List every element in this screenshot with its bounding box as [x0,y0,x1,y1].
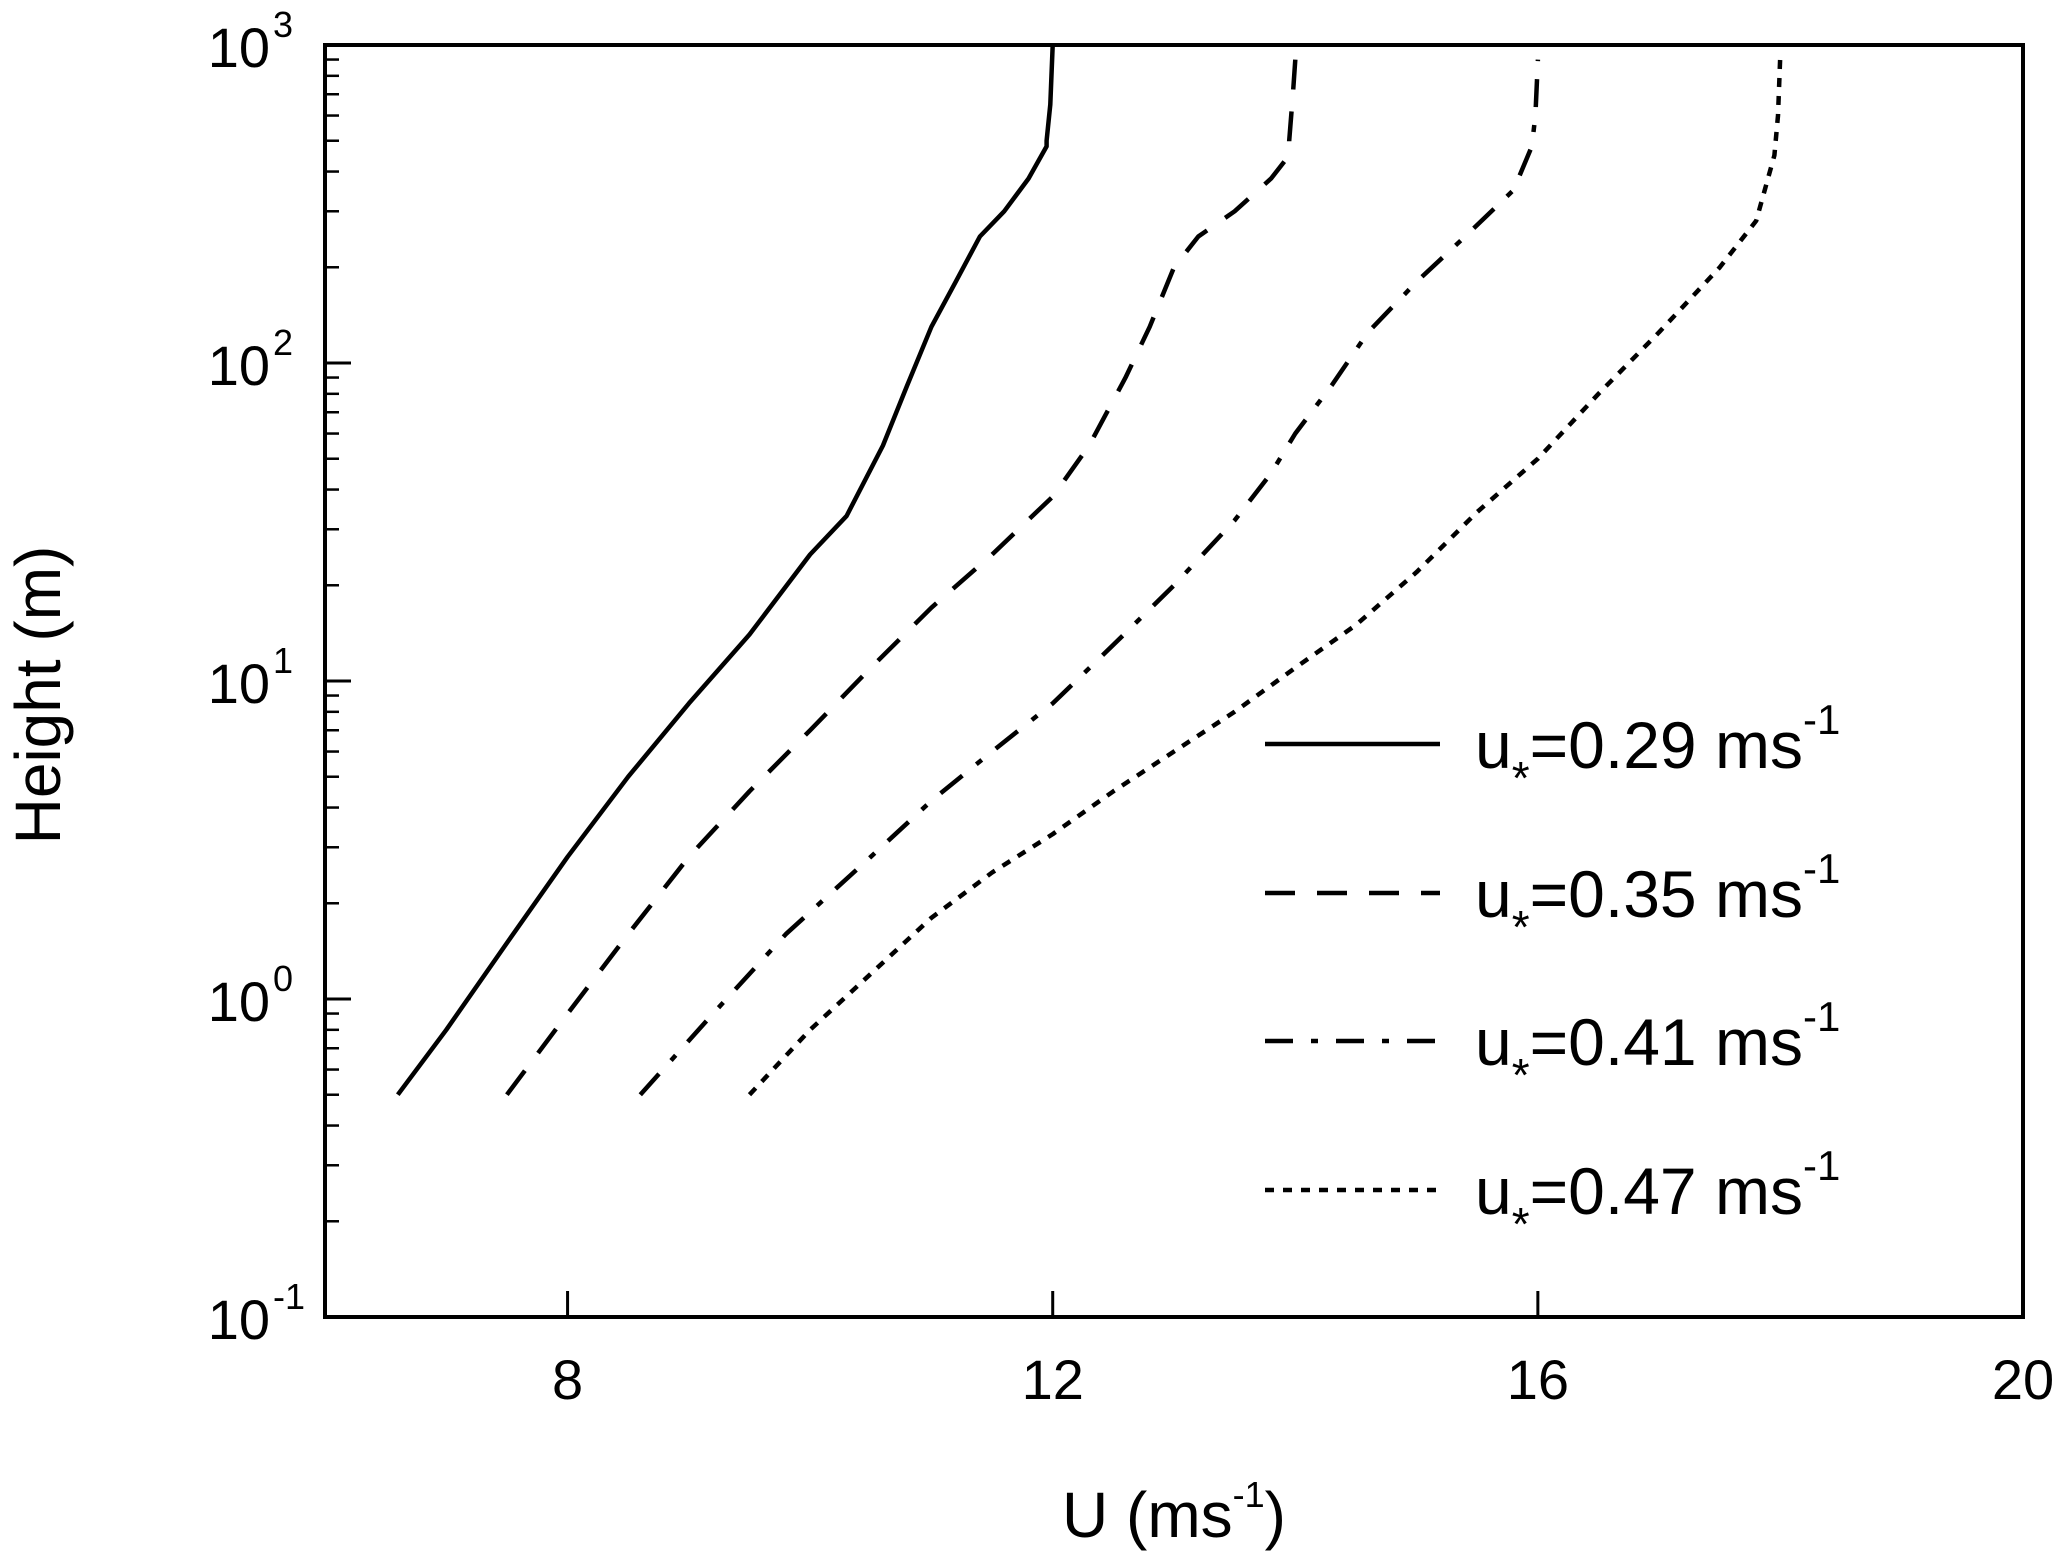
y-tick-base: 10 [208,16,270,79]
legend-label-1: u*=0.29 ms-1 [1475,696,1840,804]
y-tick-label: 10 [208,334,270,397]
legend-label-value: =0.35 ms [1530,857,1803,931]
series-line-4 [747,52,1783,1097]
x-axis-title-base: U (ms [1062,1479,1233,1551]
legend-label-subscript: * [1512,1198,1530,1250]
legend-label-value: =0.47 ms [1530,1154,1803,1228]
legend: u*=0.29 ms-1u*=0.35 ms-1u*=0.41 ms-1u*=0… [1265,696,1840,1250]
y-tick-base: 10 [208,1288,270,1351]
legend-label-u: u [1475,857,1512,931]
legend-label-u: u [1475,1005,1512,1079]
legend-label-subscript: * [1512,901,1530,953]
legend-label-u: u [1475,1154,1512,1228]
y-tick-exponent: 1 [273,640,293,681]
legend-label-4: u*=0.47 ms-1 [1475,1142,1840,1250]
x-tick-label: 8 [552,1348,583,1411]
legend-label-superscript: -1 [1803,1142,1840,1189]
y-tick-label: 10 [208,970,270,1033]
legend-label-superscript: -1 [1803,696,1840,743]
series-line-1 [395,44,1055,1097]
y-tick-exponent: 2 [273,322,293,363]
legend-label-superscript: -1 [1803,845,1840,892]
plot-frame [323,43,2025,1319]
y-tick-label: 10 [208,652,270,715]
legend-label-3: u*=0.41 ms-1 [1475,993,1840,1101]
series-lines [395,44,1783,1097]
y-tick-base: 10 [208,334,270,397]
y-tick-label: 10 [208,1288,270,1351]
legend-label-2: u*=0.35 ms-1 [1475,845,1840,953]
y-tick-exponent: -1 [273,1276,305,1317]
y-tick-base: 10 [208,652,270,715]
x-tick-label: 16 [1507,1348,1569,1411]
series-line-3 [638,59,1541,1097]
legend-label-subscript: * [1512,752,1530,804]
legend-label-superscript: -1 [1803,993,1840,1040]
x-axis-title: U (ms-1) [1062,1474,1286,1551]
series-line-2 [505,59,1298,1097]
legend-label-value: =0.29 ms [1530,708,1803,782]
y-tick-exponent: 0 [273,958,293,999]
y-tick-label: 10 [208,16,270,79]
legend-label-value: =0.41 ms [1530,1005,1803,1079]
x-tick-label: 20 [1992,1348,2054,1411]
x-tick-label: 12 [1022,1348,1084,1411]
y-tick-base: 10 [208,970,270,1033]
y-axis-title: Height (m) [2,546,74,845]
x-axis-title-sup: -1 [1233,1474,1265,1515]
legend-label-subscript: * [1512,1049,1530,1101]
x-axis-title-tail: ) [1265,1479,1286,1551]
legend-label-u: u [1475,708,1512,782]
y-tick-exponent: 3 [273,4,293,45]
